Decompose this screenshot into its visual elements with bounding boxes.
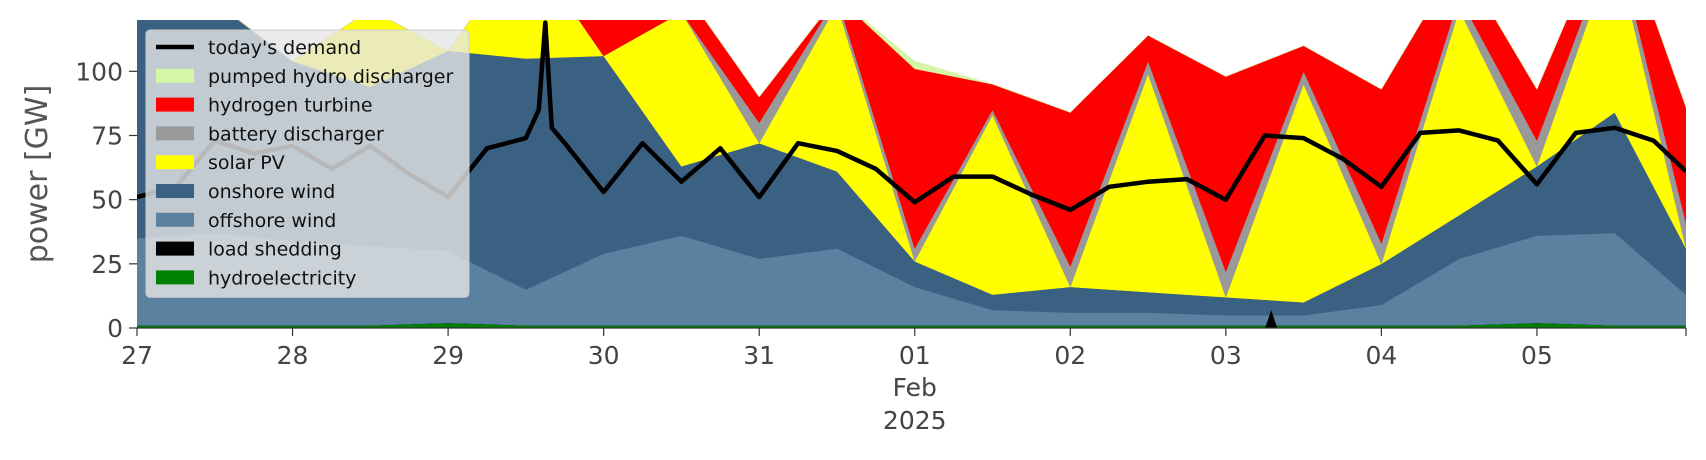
- x-tick-label: 30: [588, 341, 620, 370]
- y-tick-label: 75: [91, 122, 123, 151]
- legend-label-hydroelectricity: hydroelectricity: [208, 267, 356, 289]
- legend-label-pumped-hydro-discharger: pumped hydro discharger: [208, 66, 453, 88]
- legend: today's demand pumped hydro discharger hyd…: [145, 29, 470, 298]
- load-shedding-spike: [1265, 310, 1278, 328]
- x-tick-label: 04: [1365, 341, 1397, 370]
- y-axis-label: power [GW]: [20, 85, 55, 264]
- legend-swatch-hydroelectricity: [156, 270, 194, 285]
- legend-swatch-pumped-hydro-discharger: [156, 68, 194, 83]
- legend-label-battery-discharger: battery discharger: [208, 123, 384, 145]
- x-tick-label: 31: [743, 341, 775, 370]
- x-tick-label: 28: [277, 341, 309, 370]
- x-tick-label: 05: [1521, 341, 1553, 370]
- legend-swatch-load-shedding: [156, 241, 194, 256]
- legend-swatch-battery-discharger: [156, 126, 194, 141]
- load-shedding-marker-layer: [1265, 310, 1278, 328]
- x-secondary-label: 2025: [883, 406, 947, 435]
- x-tick-label: 02: [1054, 341, 1086, 370]
- y-tick-label: 100: [75, 57, 123, 86]
- legend-label-load-shedding: load shedding: [208, 239, 342, 261]
- legend-label-hydrogen-turbine: hydrogen turbine: [208, 95, 373, 117]
- legend-label-today-s-demand: today's demand: [208, 37, 361, 59]
- legend-swatch-onshore-wind: [156, 184, 194, 198]
- legend-swatch-solar-pv: [156, 155, 194, 170]
- legend-label-solar-pv: solar PV: [208, 152, 285, 174]
- x-tick-label: 29: [432, 341, 464, 370]
- legend-box: [145, 29, 470, 298]
- legend-label-offshore-wind: offshore wind: [208, 210, 336, 232]
- x-tick-label: 03: [1210, 341, 1242, 370]
- legend-swatch-offshore-wind: [156, 212, 194, 227]
- legend-label-onshore-wind: onshore wind: [208, 181, 335, 203]
- legend-swatch-hydrogen-turbine: [156, 97, 194, 112]
- y-tick-label: 50: [91, 186, 123, 215]
- y-tick-label: 0: [107, 314, 123, 343]
- y-tick-label: 25: [91, 250, 123, 279]
- area-hydrogen-turbine: [238, 20, 1686, 273]
- x-tick-label: 01: [899, 341, 931, 370]
- x-tick-label: 27: [121, 341, 153, 370]
- x-secondary-label: Feb: [893, 373, 937, 402]
- stacked-area-series: [137, 20, 1686, 328]
- axes: 27 28 29 30 31 01 02 03 04 05 Feb 2025 0 25 50 75 100 pow…: [20, 57, 1687, 435]
